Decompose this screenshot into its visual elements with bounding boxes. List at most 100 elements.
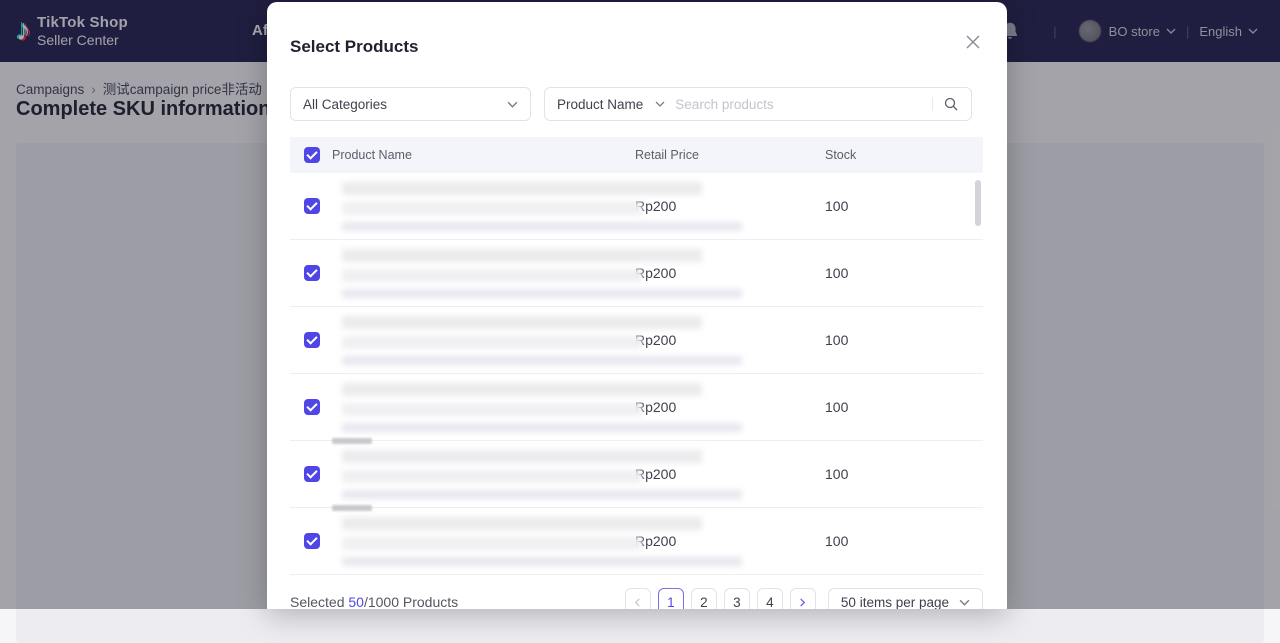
blurred-text-line (342, 288, 742, 298)
row-checkbox[interactable] (304, 466, 320, 482)
blurred-text-line (342, 449, 702, 463)
column-header-retail-price: Retail Price (635, 148, 699, 162)
retail-price-cell: Rp200 (635, 466, 677, 482)
tiktok-note-icon: ♪ (16, 14, 31, 47)
row-checkbox[interactable] (304, 265, 320, 281)
select-products-modal: Select Products All Categories Product N… (267, 2, 1007, 609)
retail-price-cell: Rp200 (635, 265, 677, 281)
items-per-page-select[interactable]: 50 items per page (827, 588, 983, 609)
page-button-1[interactable]: 1 (657, 588, 684, 609)
page-button-3[interactable]: 3 (723, 588, 750, 609)
breadcrumb: Campaigns › 测试campaign price非活动 (16, 78, 262, 98)
stock-cell: 100 (825, 265, 849, 281)
page-button-4[interactable]: 4 (756, 588, 783, 609)
store-avatar (1078, 20, 1101, 42)
search-input[interactable] (675, 96, 932, 112)
blurred-text-line (332, 504, 372, 511)
product-blurred-info (332, 437, 742, 499)
retail-price-cell: Rp200 (635, 533, 677, 549)
category-select[interactable]: All Categories (290, 87, 531, 121)
retail-price-cell: Rp200 (635, 198, 677, 214)
table-header-row: Product Name Retail Price Stock (290, 137, 983, 173)
table-row: Rp200 100 (290, 437, 983, 508)
product-blurred-info (332, 315, 742, 365)
nav-item-partial[interactable]: Af (252, 22, 268, 39)
stock-cell: 100 (825, 399, 849, 415)
table-row: Rp200 100 (290, 307, 983, 374)
close-icon[interactable] (963, 32, 983, 52)
chevron-down-icon (1166, 28, 1176, 34)
row-checkbox[interactable] (304, 198, 320, 214)
tiktok-shop-logo[interactable]: ♪ TikTok Shop Seller Center (16, 14, 128, 47)
logo-line2: Seller Center (37, 31, 119, 48)
blurred-text-line (332, 437, 372, 444)
product-blurred-info (332, 181, 742, 231)
search-icon[interactable] (943, 96, 959, 112)
product-rows: Rp200 100 Rp200 100 Rp200 100 Rp200 100 Rp200 100… (290, 173, 983, 575)
language-selector[interactable]: English (1199, 24, 1258, 39)
select-all-checkbox[interactable] (304, 147, 320, 163)
table-row: Rp200 100 (290, 240, 983, 307)
blurred-text-line (342, 221, 742, 231)
logo-line1: TikTok Shop (37, 14, 128, 32)
table-row: Rp200 100 (290, 173, 983, 240)
store-switcher[interactable]: BO store (1067, 20, 1176, 42)
column-header-product-name: Product Name (332, 148, 412, 162)
blurred-text-line (342, 489, 742, 499)
chevron-down-icon (1248, 28, 1258, 34)
modal-title: Select Products (290, 37, 419, 56)
chevron-down-icon (507, 101, 518, 108)
product-blurred-info (332, 504, 742, 566)
blurred-text-line (342, 268, 642, 282)
blurred-text-line (342, 556, 742, 566)
breadcrumb-current: 测试campaign price非活动 (102, 82, 262, 97)
category-select-value: All Categories (303, 96, 388, 112)
stock-cell: 100 (825, 466, 849, 482)
table-row: Rp200 100 (290, 374, 983, 441)
blurred-text-line (342, 422, 742, 432)
blurred-text-line (342, 315, 702, 329)
product-blurred-info (332, 382, 742, 432)
retail-price-cell: Rp200 (635, 332, 677, 348)
blurred-text-line (342, 181, 702, 195)
blurred-text-line (342, 536, 642, 550)
stock-cell: 100 (825, 198, 849, 214)
page-button-2[interactable]: 2 (690, 588, 717, 609)
row-checkbox[interactable] (304, 332, 320, 348)
chevron-down-icon (959, 599, 970, 606)
selected-summary: Selected 50/1000 Products (290, 594, 459, 609)
next-page-button[interactable] (789, 588, 816, 609)
blurred-text-line (342, 382, 702, 396)
breadcrumb-campaigns[interactable]: Campaigns (16, 82, 85, 97)
language-label: English (1199, 23, 1242, 39)
store-name: BO store (1108, 23, 1160, 39)
blurred-text-line (342, 248, 702, 262)
search-field-select[interactable]: Product Name (557, 96, 644, 112)
breadcrumb-chevron: › (91, 82, 96, 97)
column-header-stock: Stock (825, 148, 857, 162)
table-row: Rp200 100 (290, 504, 983, 575)
search-divider (932, 97, 933, 111)
blurred-text-line (342, 402, 642, 416)
product-blurred-info (332, 248, 742, 298)
chevron-right-icon (800, 597, 806, 607)
header-separator: | (1185, 23, 1190, 39)
stock-cell: 100 (825, 332, 849, 348)
retail-price-cell: Rp200 (635, 399, 677, 415)
chevron-left-icon (635, 597, 641, 607)
blurred-text-line (342, 201, 642, 215)
stock-cell: 100 (825, 533, 849, 549)
blurred-text-line (342, 355, 742, 365)
chevron-down-icon[interactable] (655, 99, 665, 109)
row-checkbox[interactable] (304, 399, 320, 415)
prev-page-button[interactable] (624, 588, 651, 609)
selected-count: 50 (348, 594, 364, 609)
blurred-text-line (342, 516, 702, 530)
blurred-text-line (342, 335, 642, 349)
row-checkbox[interactable] (304, 533, 320, 549)
search-combo: Product Name (544, 87, 972, 121)
header-separator: | (1053, 23, 1057, 39)
table-scrollbar[interactable] (975, 180, 981, 226)
